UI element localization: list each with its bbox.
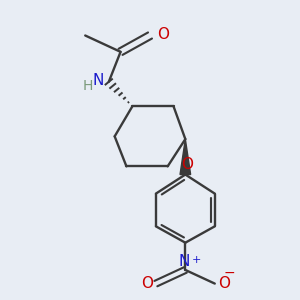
Polygon shape xyxy=(180,139,190,175)
Text: N: N xyxy=(178,254,190,268)
Text: N: N xyxy=(93,73,104,88)
Text: O: O xyxy=(218,276,230,291)
Text: O: O xyxy=(141,276,153,291)
Text: H: H xyxy=(82,79,93,93)
Text: −: − xyxy=(224,266,235,280)
Text: O: O xyxy=(158,27,169,42)
Text: O: O xyxy=(181,158,193,172)
Text: +: + xyxy=(192,255,201,265)
